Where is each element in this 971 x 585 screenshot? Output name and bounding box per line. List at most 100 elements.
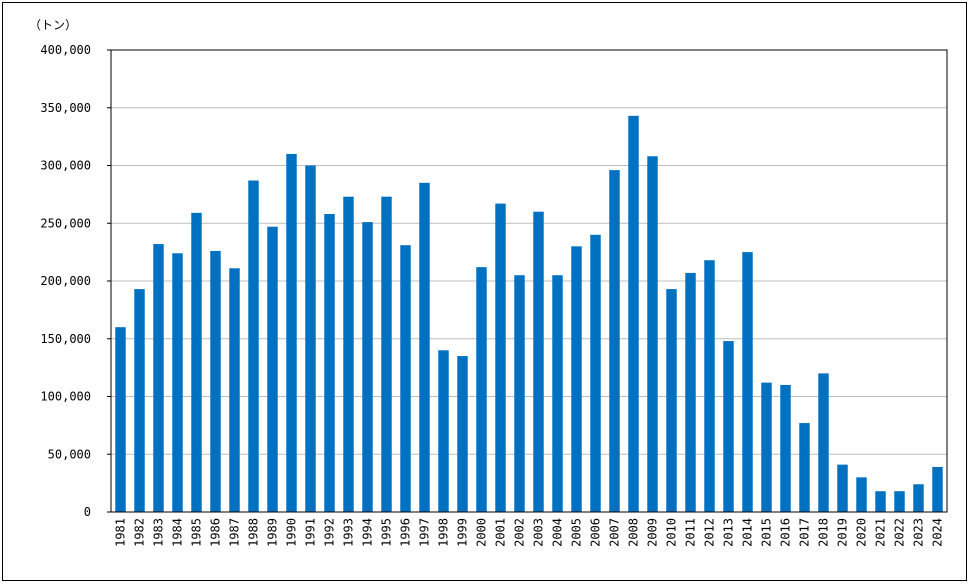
bar-2007: [609, 170, 620, 512]
bar-2014: [742, 252, 753, 512]
x-tick-label-2014: 2014: [741, 518, 755, 547]
x-tick-label-1997: 1997: [418, 518, 432, 547]
bar-2005: [571, 246, 582, 512]
bar-1999: [457, 356, 468, 512]
y-tick-label: 0: [84, 505, 91, 519]
x-tick-label-2001: 2001: [494, 518, 508, 547]
x-tick-label-1990: 1990: [285, 518, 299, 547]
y-tick-label: 300,000: [40, 159, 91, 173]
bar-2019: [837, 464, 848, 512]
bar-1983: [153, 244, 164, 513]
x-tick-label-2017: 2017: [798, 518, 812, 547]
x-tick-label-2002: 2002: [513, 518, 527, 547]
bar-2012: [704, 260, 715, 512]
x-tick-label-1985: 1985: [190, 518, 204, 547]
x-axis-ticks: 1981 1982 1983 1984 1985 1986 1987 1988 1989 1990…: [114, 518, 945, 547]
y-tick-label: 400,000: [40, 43, 91, 57]
x-tick-label-1995: 1995: [380, 518, 394, 547]
bar-1993: [343, 196, 354, 512]
x-tick-label-2016: 2016: [779, 518, 793, 547]
bar-2024: [932, 466, 943, 512]
bar-2018: [818, 373, 829, 512]
bar-1990: [286, 153, 297, 512]
y-axis-ticks: 0 50,000 100,000 150,000 200,000 250,000 300,0…: [40, 43, 111, 519]
bar-2009: [647, 156, 658, 512]
x-tick-label-1988: 1988: [247, 518, 261, 547]
x-tick-label-2012: 2012: [703, 518, 717, 547]
bar-1981: [115, 327, 126, 512]
x-tick-label-1989: 1989: [266, 518, 280, 547]
x-tick-label-2021: 2021: [874, 518, 888, 547]
bar-2017: [799, 423, 810, 512]
x-tick-label-2018: 2018: [817, 518, 831, 547]
x-tick-label-2022: 2022: [893, 518, 907, 547]
bar-2008: [628, 115, 639, 513]
bar-1991: [305, 165, 316, 512]
bar-1988: [248, 180, 259, 512]
x-tick-label-1986: 1986: [209, 518, 223, 547]
x-tick-label-2005: 2005: [570, 518, 584, 547]
x-tick-label-2006: 2006: [589, 518, 603, 547]
bar-2011: [685, 272, 696, 512]
x-tick-label-1994: 1994: [361, 518, 375, 547]
bar-1998: [438, 350, 449, 512]
x-tick-label-2007: 2007: [608, 518, 622, 547]
bar-1995: [381, 196, 392, 512]
bar-1984: [172, 253, 183, 512]
bar-1997: [419, 182, 430, 512]
x-tick-label-2003: 2003: [532, 518, 546, 547]
bar-1992: [324, 214, 335, 512]
bars: [115, 115, 943, 513]
x-tick-label-2000: 2000: [475, 518, 489, 547]
bar-1982: [134, 289, 145, 512]
bar-2003: [533, 211, 544, 512]
bar-2006: [590, 234, 601, 513]
bar-1986: [210, 250, 221, 512]
bar-chart: （トン） 0 50,000 100,000 150,000 200,000 250,000…: [29, 18, 948, 547]
y-unit-label: （トン）: [29, 18, 77, 32]
bar-1989: [267, 226, 278, 512]
bar-2002: [514, 275, 525, 512]
bar-1985: [191, 212, 202, 513]
y-tick-label: 250,000: [40, 216, 91, 230]
bar-2013: [723, 341, 734, 512]
bar-1994: [362, 222, 373, 512]
x-tick-label-2015: 2015: [760, 518, 774, 547]
bar-2010: [666, 289, 677, 512]
bar-2022: [894, 491, 905, 512]
y-tick-label: 350,000: [40, 101, 91, 115]
bar-2004: [552, 275, 563, 512]
x-tick-label-1981: 1981: [114, 518, 128, 547]
x-tick-label-2008: 2008: [627, 518, 641, 547]
x-tick-label-2020: 2020: [855, 518, 869, 547]
x-tick-label-2023: 2023: [912, 518, 926, 547]
x-tick-label-1984: 1984: [171, 518, 185, 547]
x-tick-label-2009: 2009: [646, 518, 660, 547]
y-tick-label: 200,000: [40, 274, 91, 288]
bar-2020: [856, 477, 867, 512]
x-tick-label-1982: 1982: [133, 518, 147, 547]
x-tick-label-1983: 1983: [152, 518, 166, 547]
bar-2000: [476, 267, 487, 512]
x-tick-label-1987: 1987: [228, 518, 242, 547]
x-tick-label-2010: 2010: [665, 518, 679, 547]
x-tick-label-2024: 2024: [931, 518, 945, 547]
x-tick-label-1998: 1998: [437, 518, 451, 547]
x-tick-label-2013: 2013: [722, 518, 736, 547]
x-tick-label-1992: 1992: [323, 518, 337, 547]
x-tick-label-1993: 1993: [342, 518, 356, 547]
bar-2015: [761, 382, 772, 512]
bar-2001: [495, 203, 506, 513]
bar-2021: [875, 491, 886, 512]
y-tick-label: 150,000: [40, 332, 91, 346]
x-tick-label-1996: 1996: [399, 518, 413, 547]
x-tick-label-2011: 2011: [684, 518, 698, 547]
y-tick-label: 50,000: [48, 447, 91, 461]
x-tick-label-2019: 2019: [836, 518, 850, 547]
bar-1987: [229, 268, 240, 512]
x-tick-label-1999: 1999: [456, 518, 470, 547]
bar-2023: [913, 484, 924, 512]
y-tick-label: 100,000: [40, 390, 91, 404]
x-tick-label-2004: 2004: [551, 518, 565, 547]
